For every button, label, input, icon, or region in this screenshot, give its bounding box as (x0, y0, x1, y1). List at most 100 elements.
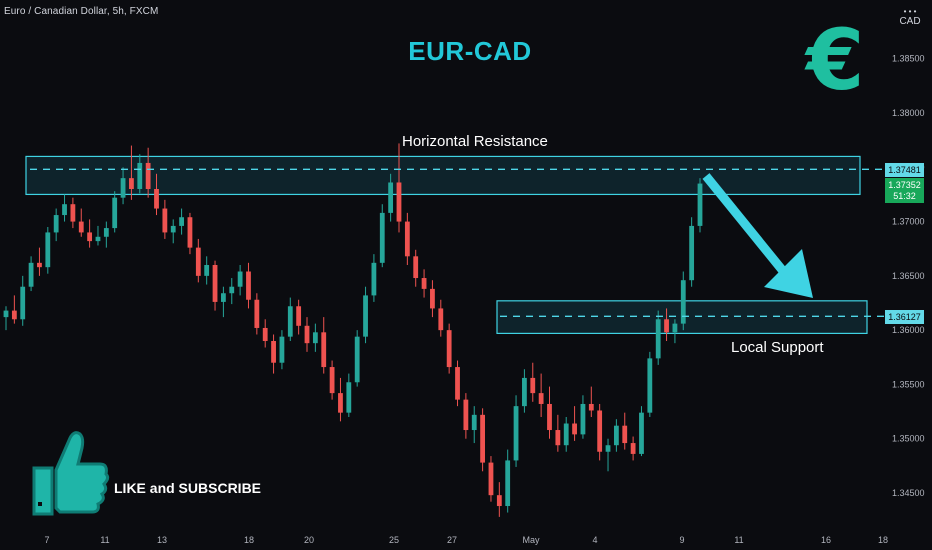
candle-body (271, 341, 276, 363)
candle-body (304, 325, 310, 344)
axis-unit: • • • CAD (895, 8, 925, 27)
candle-body (413, 256, 419, 279)
candle-body (95, 236, 101, 242)
candle-body (329, 367, 335, 394)
x-tick-label: 7 (44, 535, 49, 545)
candle-body (312, 332, 318, 344)
y-tick-label: 1.36000 (892, 325, 925, 335)
candle-body (404, 221, 410, 257)
x-tick-label: 13 (157, 535, 167, 545)
y-tick-label: 1.38500 (892, 54, 925, 64)
x-tick-label: 20 (304, 535, 314, 545)
candle-body (522, 377, 527, 407)
candle-body (254, 299, 260, 328)
euro-icon: € (806, 11, 865, 109)
candle-body (262, 327, 268, 341)
candle-body (103, 228, 109, 237)
candle-body (446, 330, 452, 368)
resistance-label: Horizontal Resistance (402, 133, 548, 150)
candle-body (371, 262, 377, 296)
candle-body (438, 308, 444, 331)
candle-body (430, 288, 435, 309)
y-tick-label: 1.34500 (892, 488, 925, 498)
candle-body (647, 358, 653, 413)
candle-body (613, 425, 619, 446)
like-subscribe-text: LIKE and SUBSCRIBE (114, 480, 262, 496)
candle-body (396, 182, 402, 222)
candle-body (279, 336, 285, 363)
candle-body (563, 423, 569, 446)
candle-body (70, 204, 76, 222)
candle-body (154, 189, 159, 209)
arrow-head (764, 249, 813, 298)
last-price-label: 1.37352 (885, 178, 924, 192)
chart-title: EUR-CAD (408, 36, 532, 66)
x-tick-label: May (522, 535, 540, 545)
candle-body (237, 271, 243, 287)
y-tick-label: 1.36500 (892, 271, 925, 281)
x-tick-label: 9 (679, 535, 684, 545)
candle-body (455, 367, 460, 400)
candle-body (137, 162, 143, 189)
candle-body (547, 403, 552, 431)
x-tick-label: 16 (821, 535, 831, 545)
candle-body (338, 393, 343, 413)
candle-body (689, 225, 695, 281)
axis-unit-dots[interactable]: • • • (903, 7, 917, 16)
candle-body (220, 293, 226, 302)
thumbs-up-icon (30, 428, 110, 523)
candle-body (421, 278, 427, 289)
candle-body (28, 262, 34, 287)
candle-body (346, 382, 352, 413)
candle-body (363, 295, 368, 337)
candle-body (354, 336, 360, 383)
candle-body (287, 306, 293, 337)
support-price-label: 1.36127 (885, 310, 924, 324)
candle-body (388, 182, 394, 213)
x-tick-label: 25 (389, 535, 399, 545)
candle-body (78, 221, 84, 233)
y-tick-label: 1.35000 (892, 434, 925, 444)
candle-body (496, 495, 502, 507)
candle-body (53, 215, 59, 233)
candle-body (187, 217, 193, 248)
candle-body (572, 423, 577, 435)
x-tick-label: 4 (592, 535, 597, 545)
support-label: Local Support (731, 339, 824, 356)
candle-body (471, 414, 477, 431)
candle-body (204, 265, 210, 276)
candle-body (45, 232, 51, 268)
y-tick-label: 1.35500 (892, 379, 925, 389)
candle-body (379, 212, 385, 263)
candle-body (505, 460, 511, 507)
candle-body (3, 310, 9, 318)
bar-countdown-label: 51:32 (885, 189, 924, 203)
candle-body (488, 462, 494, 496)
candle-body (129, 178, 134, 189)
candle-body (555, 430, 561, 446)
candle-body (246, 271, 251, 300)
candle-body (697, 183, 703, 226)
candle-body (580, 403, 586, 435)
x-tick-label: 11 (100, 535, 109, 545)
candle-body (62, 204, 67, 216)
candle-body (622, 425, 628, 444)
candle-body (530, 377, 536, 394)
candle-body (597, 410, 603, 452)
candle-body (179, 217, 184, 226)
candle-body (664, 319, 669, 333)
candle-body (680, 280, 686, 324)
candle-body (11, 310, 17, 320)
axis-currency-label: CAD (899, 16, 921, 27)
x-tick-label: 11 (734, 535, 743, 545)
candle-body (37, 262, 42, 268)
candle-body (195, 247, 201, 276)
candle-body (630, 443, 636, 454)
x-tick-label: 18 (878, 535, 888, 545)
resistance-price-label: 1.37481 (885, 163, 924, 177)
candle-body (513, 406, 519, 461)
candle-body (170, 225, 176, 233)
candle-body (480, 414, 486, 463)
candle-body (87, 232, 93, 242)
candle-body (229, 286, 235, 294)
